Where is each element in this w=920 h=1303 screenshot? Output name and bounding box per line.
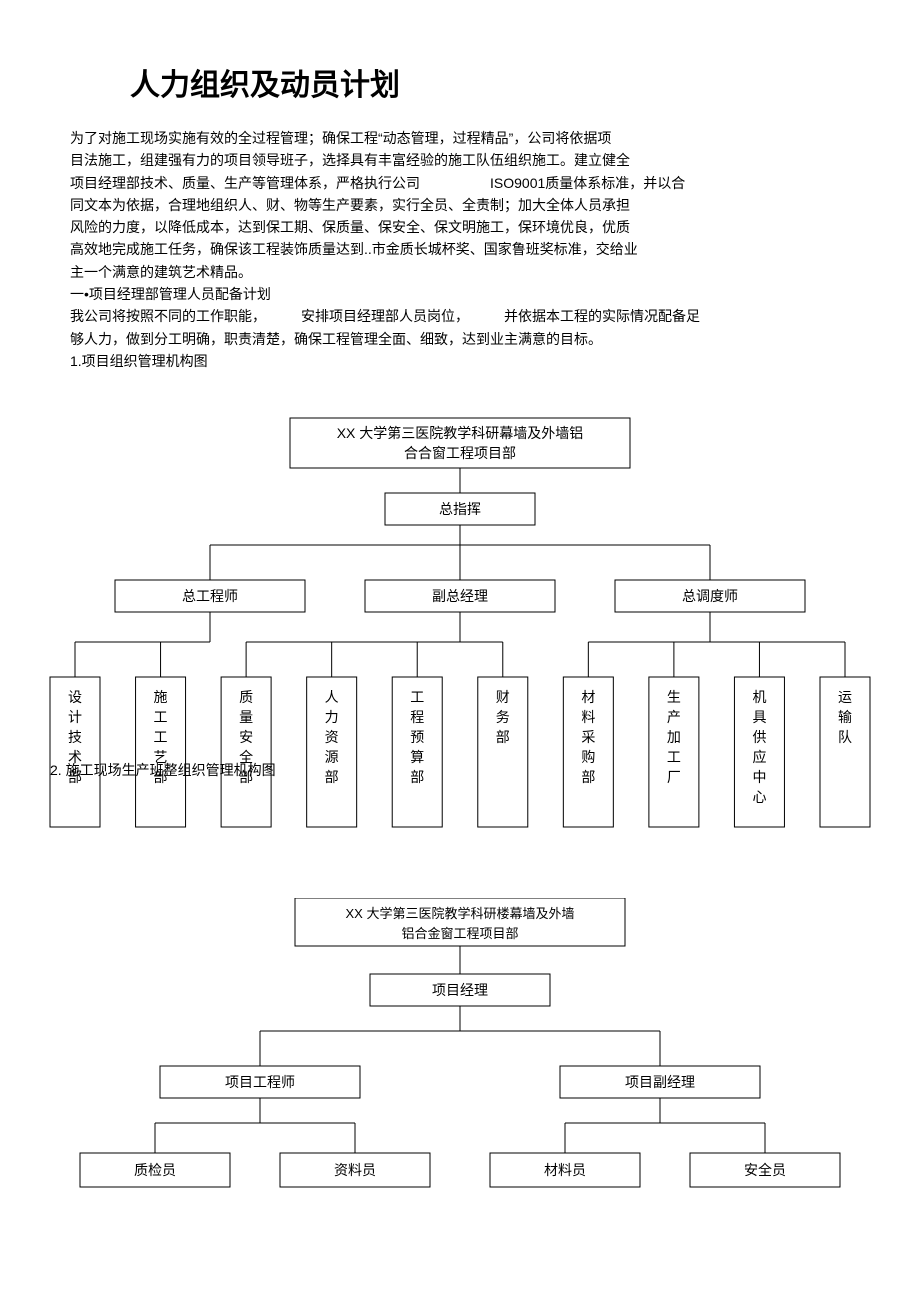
svg-text:部: 部 [496, 729, 510, 745]
svg-text:工: 工 [154, 729, 168, 745]
para-7: 一•项目经理部管理人员配备计划 [70, 284, 850, 304]
para-10: 1.项目组织管理机构图 [70, 351, 850, 371]
svg-text:副总经理: 副总经理 [432, 588, 488, 604]
svg-text:铝合金窗工程项目部: 铝合金窗工程项目部 [401, 926, 518, 941]
svg-text:技: 技 [68, 729, 82, 745]
para-8: 我公司将按照不同的工作职能， 安排项目经理部人员岗位， 并依据本工程的实际情况配… [70, 306, 850, 326]
svg-text:质检员: 质检员 [134, 1162, 176, 1178]
para-3: 同文本为依据，合理地组织人、财、物等生产要素，实行全员、全责制；加大全体人员承担 [70, 195, 850, 215]
svg-text:力: 力 [325, 709, 339, 725]
svg-text:安: 安 [239, 729, 253, 745]
svg-text:工: 工 [667, 749, 681, 765]
para-4: 风险的力度，以降低成本，达到保工期、保质量、保安全、保文明施工，保环境优良，优质 [70, 217, 850, 237]
svg-text:心: 心 [752, 789, 766, 805]
svg-text:算: 算 [410, 749, 424, 765]
svg-text:队: 队 [838, 729, 852, 745]
svg-text:供: 供 [752, 729, 766, 745]
svg-text:机: 机 [752, 689, 766, 705]
svg-text:输: 输 [838, 709, 852, 725]
svg-text:总指挥: 总指挥 [439, 501, 481, 517]
svg-text:量: 量 [239, 709, 253, 725]
svg-text:工: 工 [410, 689, 424, 705]
svg-text:具: 具 [752, 709, 766, 725]
svg-text:部: 部 [410, 769, 424, 785]
svg-text:总工程师: 总工程师 [182, 588, 238, 604]
svg-text:财: 财 [496, 689, 510, 705]
svg-text:部: 部 [581, 769, 595, 785]
svg-text:部: 部 [325, 769, 339, 785]
svg-text:产: 产 [667, 709, 681, 725]
svg-text:资: 资 [325, 729, 339, 745]
svg-text:材: 材 [581, 689, 595, 705]
svg-text:生: 生 [667, 689, 681, 705]
svg-text:总调度师: 总调度师 [682, 588, 738, 604]
svg-text:预: 预 [410, 729, 424, 745]
svg-text:运: 运 [838, 689, 852, 705]
para-6: 主一个满意的建筑艺术精品。 [70, 262, 850, 282]
svg-text:项目副经理: 项目副经理 [625, 1074, 695, 1090]
page-title: 人力组织及动员计划 [130, 60, 850, 104]
svg-text:采: 采 [581, 729, 595, 745]
svg-text:工: 工 [154, 709, 168, 725]
svg-text:计: 计 [68, 709, 82, 725]
para-9: 够人力，做到分工明确，职责清楚，确保工程管理全面、细致，达到业主满意的目标。 [70, 329, 850, 349]
org-chart-1: XX 大学第三医院教学科研幕墙及外墙铝合合窗工程项目部总指挥总工程师 副总经理 总调… [0, 413, 920, 898]
svg-text:安全员: 安全员 [744, 1162, 786, 1178]
svg-text:加: 加 [667, 729, 681, 745]
svg-text:施: 施 [154, 689, 168, 705]
svg-text:料: 料 [581, 709, 595, 725]
svg-text:资料员: 资料员 [334, 1162, 376, 1178]
svg-text:人: 人 [325, 689, 339, 705]
svg-text:程: 程 [410, 709, 424, 725]
para-2: 项目经理部技术、质量、生产等管理体系，严格执行公司 ISO9001质量体系标准，… [70, 173, 850, 193]
svg-text:项目经理: 项目经理 [432, 982, 488, 998]
para-1: 目法施工，组建强有力的项目领导班子，选择具有丰富经验的施工队伍组织施工。建立健全 [70, 150, 850, 170]
svg-text:中: 中 [752, 769, 766, 785]
svg-text:厂: 厂 [667, 769, 681, 785]
svg-text:XX 大学第三医院教学科研楼幕墙及外墙: XX 大学第三医院教学科研楼幕墙及外墙 [346, 906, 575, 921]
para-5: 高效地完成施工任务，确保该工程装饰质量达到..市金质长城杯奖、国家鲁班奖标准，交… [70, 239, 850, 259]
para-0: 为了对施工现场实施有效的全过程管理；确保工程“动态管理，过程精品”，公司将依据项 [70, 128, 850, 148]
svg-text:质: 质 [239, 689, 253, 705]
svg-text:设: 设 [68, 689, 82, 705]
svg-text:2. 施工现场生产班整组织管理机构图: 2. 施工现场生产班整组织管理机构图 [50, 762, 276, 778]
svg-text:购: 购 [581, 749, 595, 765]
svg-text:应: 应 [752, 749, 766, 765]
svg-text:XX 大学第三医院教学科研幕墙及外墙铝: XX 大学第三医院教学科研幕墙及外墙铝 [337, 425, 584, 441]
svg-text:材料员: 材料员 [544, 1162, 586, 1178]
svg-text:务: 务 [496, 709, 510, 725]
org-chart-2: XX 大学第三医院教学科研楼幕墙及外墙铝合金窗工程项目部项目经理项目工程师 项目副… [0, 898, 920, 1243]
svg-text:项目工程师: 项目工程师 [225, 1074, 295, 1090]
svg-text:源: 源 [325, 749, 339, 765]
svg-text:合合窗工程项目部: 合合窗工程项目部 [404, 445, 516, 461]
